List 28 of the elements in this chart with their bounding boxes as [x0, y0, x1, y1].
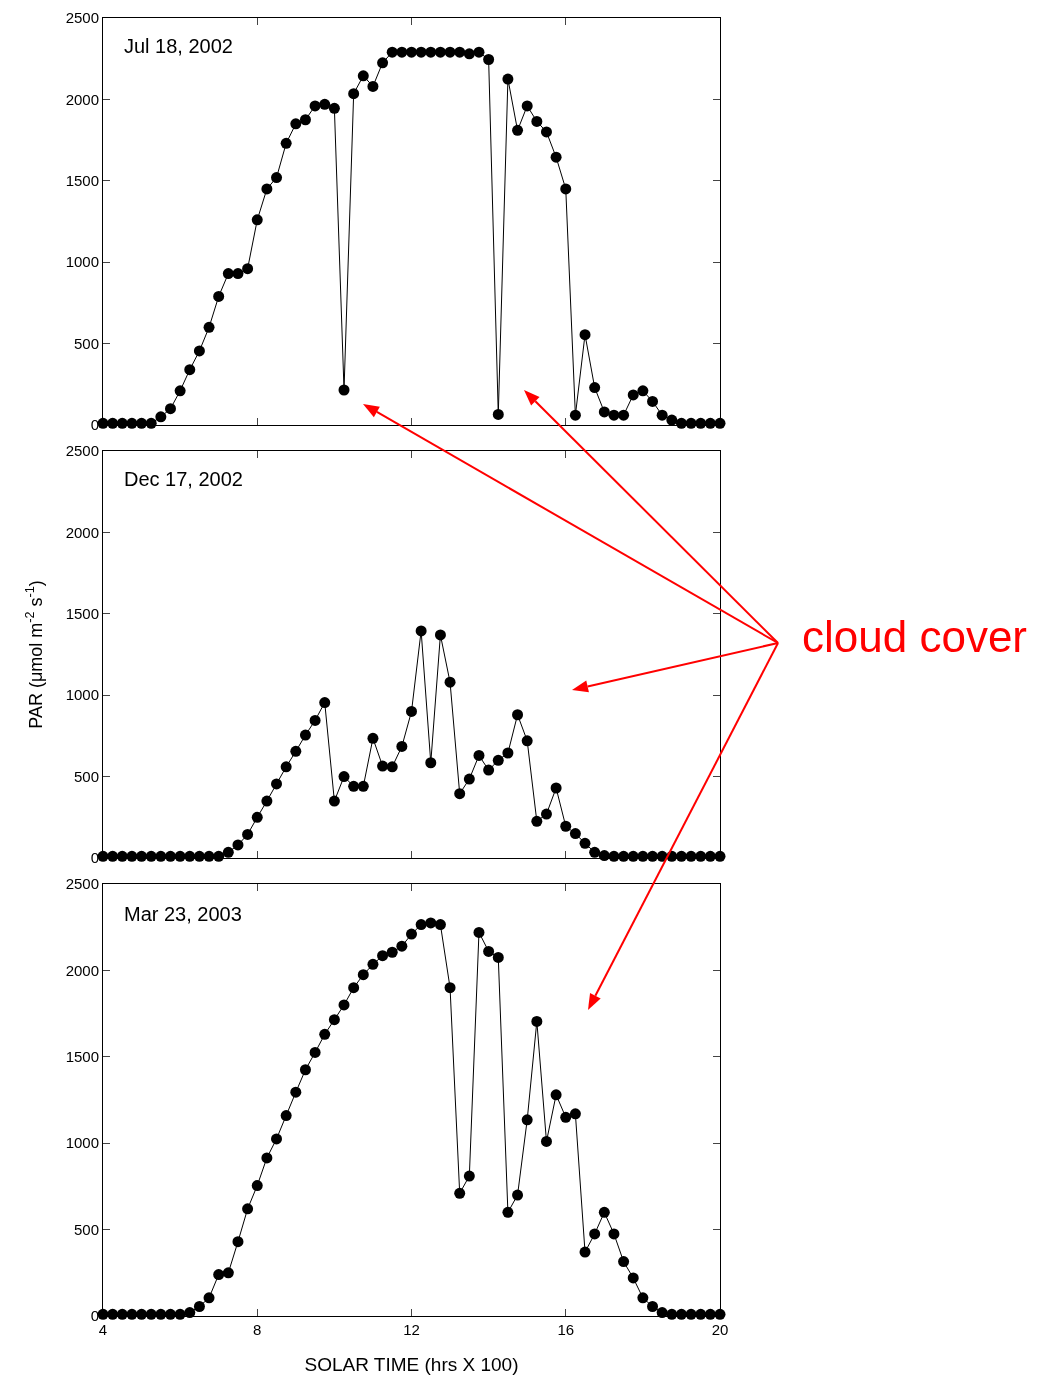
- y-tick-label: 1000: [65, 253, 99, 271]
- y-tick-label: 500: [73, 1220, 99, 1238]
- annotation: Jul 18, 2002: [124, 35, 233, 57]
- y-tick-label: 1000: [65, 686, 99, 704]
- y-tick-label: 500: [73, 767, 99, 785]
- y-tick-label: 2500: [65, 442, 99, 460]
- y-tick-label: 2000: [65, 961, 99, 979]
- annotation: Dec 17, 2002: [124, 468, 243, 490]
- x-axis-title: SOLAR TIME (hrs X 100): [304, 1353, 519, 1375]
- x-tick-label: 16: [557, 1321, 575, 1338]
- y-tick-label: 0: [90, 416, 99, 434]
- y-tick-label: 1500: [65, 1048, 99, 1066]
- y-tick-label: 1000: [65, 1134, 99, 1152]
- x-tick-label: 8: [253, 1321, 262, 1338]
- y-tick-label: 2000: [65, 523, 99, 541]
- y-tick-label: 2500: [65, 875, 99, 893]
- y-tick-label: 1500: [65, 605, 99, 623]
- y-tick-label: 1500: [65, 172, 99, 190]
- y-tick-label: 2000: [65, 90, 99, 108]
- y-tick-label: 500: [73, 334, 99, 352]
- annotation: Mar 23, 2003: [124, 903, 242, 925]
- y-tick-label: 2500: [65, 9, 99, 27]
- text: cloud cover: [802, 612, 1028, 661]
- x-tick-label: 12: [403, 1321, 420, 1338]
- x-tick-label: 20: [711, 1321, 729, 1338]
- y-tick-label: 0: [90, 849, 99, 867]
- x-tick-label: 4: [98, 1321, 108, 1338]
- y-tick-label: 0: [90, 1307, 99, 1325]
